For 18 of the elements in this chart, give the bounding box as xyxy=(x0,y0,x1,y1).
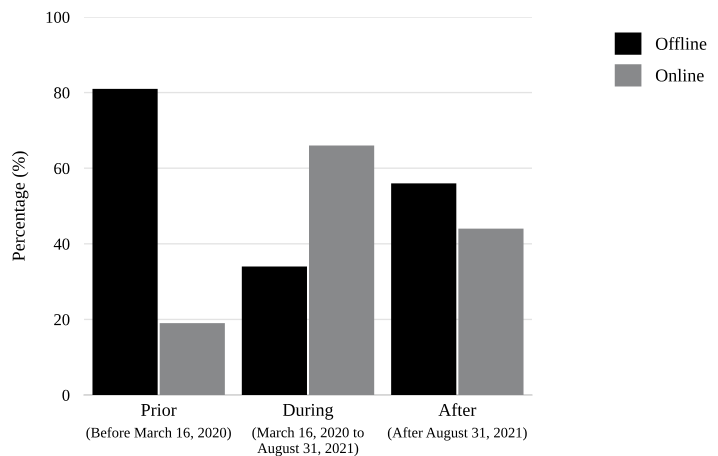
category-label: Prior (Before March 16, 2020) xyxy=(86,404,231,441)
legend-label: Offline xyxy=(656,36,706,50)
legend-label: Online xyxy=(656,68,704,82)
y-axis-title: Percentage (%) xyxy=(12,151,28,261)
bar xyxy=(92,88,158,395)
y-tick-label: 60 xyxy=(54,162,70,174)
category-label: After (After August 31, 2021) xyxy=(388,403,527,441)
bar xyxy=(391,183,456,395)
bar xyxy=(309,146,374,395)
y-tick-label: 100 xyxy=(46,12,70,23)
bar xyxy=(160,323,225,395)
category-label: During (March 16, 2020 to August 31, 2021) xyxy=(252,404,364,456)
y-tick-label: 80 xyxy=(54,87,70,99)
bar xyxy=(458,228,524,395)
y-tick-label: 20 xyxy=(54,314,70,326)
bar xyxy=(242,266,307,395)
y-tick-label: 40 xyxy=(54,238,70,250)
y-tick-label: 0 xyxy=(62,390,70,401)
